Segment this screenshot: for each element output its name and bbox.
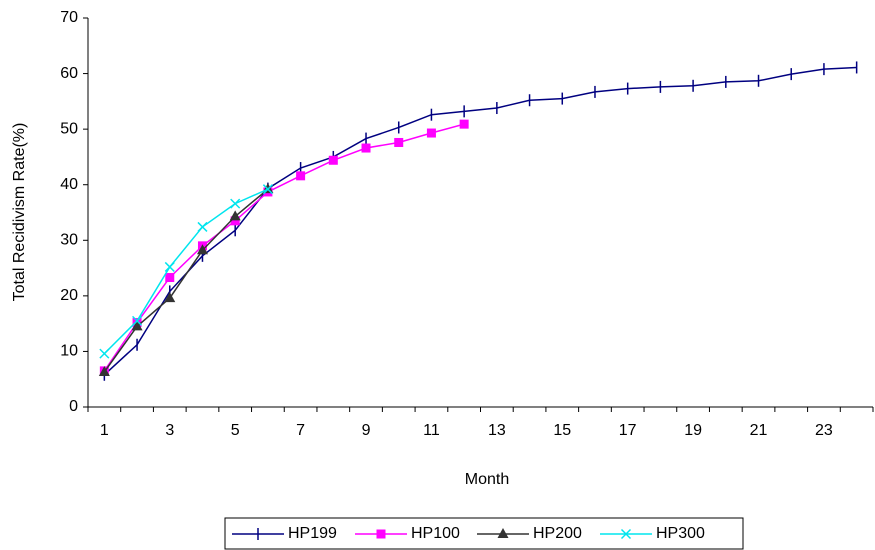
marker [131, 320, 143, 331]
x-tick-label: 9 [362, 422, 371, 439]
x-tick-label: 5 [231, 422, 240, 439]
x-tick-label: 23 [815, 422, 833, 439]
y-tick-label: 0 [69, 398, 78, 415]
legend-label: HP100 [411, 525, 460, 542]
legend-label: HP199 [288, 525, 337, 542]
marker [497, 528, 509, 538]
marker [296, 171, 306, 181]
y-tick-label: 60 [60, 65, 78, 82]
marker [164, 261, 175, 272]
x-tick-label: 21 [750, 422, 768, 439]
y-tick-label: 50 [60, 120, 78, 137]
marker [262, 184, 273, 195]
marker [328, 155, 338, 165]
series-line [103, 188, 269, 355]
marker [394, 137, 404, 147]
series-line [103, 66, 857, 376]
marker [230, 216, 240, 226]
y-axis-label: Total Recidivism Rate(%) [11, 123, 28, 302]
x-axis-label: Month [465, 471, 509, 488]
series-line [103, 123, 465, 372]
series-line [103, 188, 269, 373]
x-tick-label: 15 [553, 422, 571, 439]
y-tick-label: 20 [60, 287, 78, 304]
x-tick-label: 19 [684, 422, 702, 439]
legend-label: HP200 [533, 525, 582, 542]
y-tick-label: 40 [60, 176, 78, 193]
marker [230, 198, 241, 209]
marker [99, 348, 110, 359]
marker [164, 292, 176, 303]
marker [361, 143, 371, 153]
x-tick-label: 7 [296, 422, 305, 439]
marker [426, 128, 436, 138]
marker [229, 210, 241, 221]
x-tick-label: 11 [423, 422, 440, 439]
marker [459, 119, 469, 129]
x-tick-label: 13 [488, 422, 506, 439]
x-tick-label: 17 [619, 422, 637, 439]
marker [197, 221, 208, 232]
marker [196, 244, 208, 255]
y-tick-label: 30 [60, 232, 78, 249]
x-tick-label: 3 [165, 422, 174, 439]
marker [376, 529, 386, 539]
x-tick-label: 1 [100, 422, 109, 439]
marker [620, 528, 632, 540]
marker [165, 273, 175, 283]
y-tick-label: 10 [60, 343, 78, 360]
legend-label: HP300 [656, 525, 705, 542]
marker [98, 365, 110, 376]
marker [132, 315, 143, 326]
y-tick-label: 70 [60, 9, 78, 26]
